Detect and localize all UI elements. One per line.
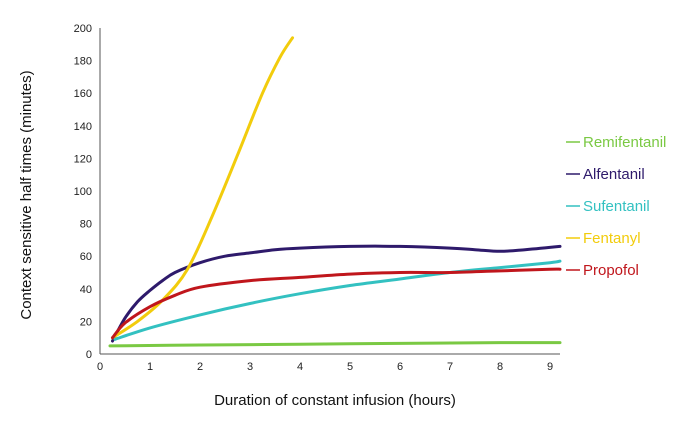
legend-label-fentanyl: Fentanyl <box>583 230 641 247</box>
x-tick-label: 2 <box>197 361 203 373</box>
tick-labels: 0 20 40 60 80 100 120 140 160 180 200 0 1 2 3 4 5 6 7 8 9 <box>74 23 553 373</box>
y-tick-label: 140 <box>74 121 92 133</box>
x-axis-title: Duration of constant infusion (hours) <box>214 392 456 409</box>
x-tick-label: 5 <box>347 361 353 373</box>
legend-label-remifentanil: Remifentanil <box>583 134 666 151</box>
x-tick-label: 9 <box>547 361 553 373</box>
legend: Remifentanil Alfentanil Sufentanil Fentanyl… <box>566 134 666 279</box>
y-tick-label: 120 <box>74 153 92 165</box>
legend-label-propofol: Propofol <box>583 262 639 279</box>
x-tick-label: 0 <box>97 361 103 373</box>
series-line-sufentanil <box>113 259 562 341</box>
x-tick-label: 8 <box>497 361 503 373</box>
legend-label-sufentanil: Sufentanil <box>583 198 650 215</box>
x-tick-label: 3 <box>247 361 253 373</box>
y-tick-label: 160 <box>74 88 92 100</box>
x-tick-label: 7 <box>447 361 453 373</box>
series-line-alfentanil <box>111 244 562 343</box>
y-tick-label: 80 <box>80 219 92 231</box>
y-axis-title: Context sensitive half times (minutes) <box>18 70 35 319</box>
y-tick-label: 0 <box>86 349 92 361</box>
series-line-remifentanil <box>108 341 562 348</box>
y-tick-label: 200 <box>74 23 92 35</box>
legend-label-alfentanil: Alfentanil <box>583 166 645 183</box>
series-line-propofol <box>111 267 562 340</box>
y-tick-label: 100 <box>74 186 92 198</box>
y-tick-label: 60 <box>80 251 92 263</box>
y-tick-label: 180 <box>74 56 92 68</box>
x-tick-label: 1 <box>147 361 153 373</box>
series-lines <box>108 36 562 348</box>
x-tick-label: 6 <box>397 361 403 373</box>
axes <box>99 28 560 355</box>
y-tick-label: 40 <box>80 284 92 296</box>
x-tick-label: 4 <box>297 361 303 373</box>
series-line-fentanyl <box>111 36 294 340</box>
y-tick-label: 20 <box>80 316 92 328</box>
